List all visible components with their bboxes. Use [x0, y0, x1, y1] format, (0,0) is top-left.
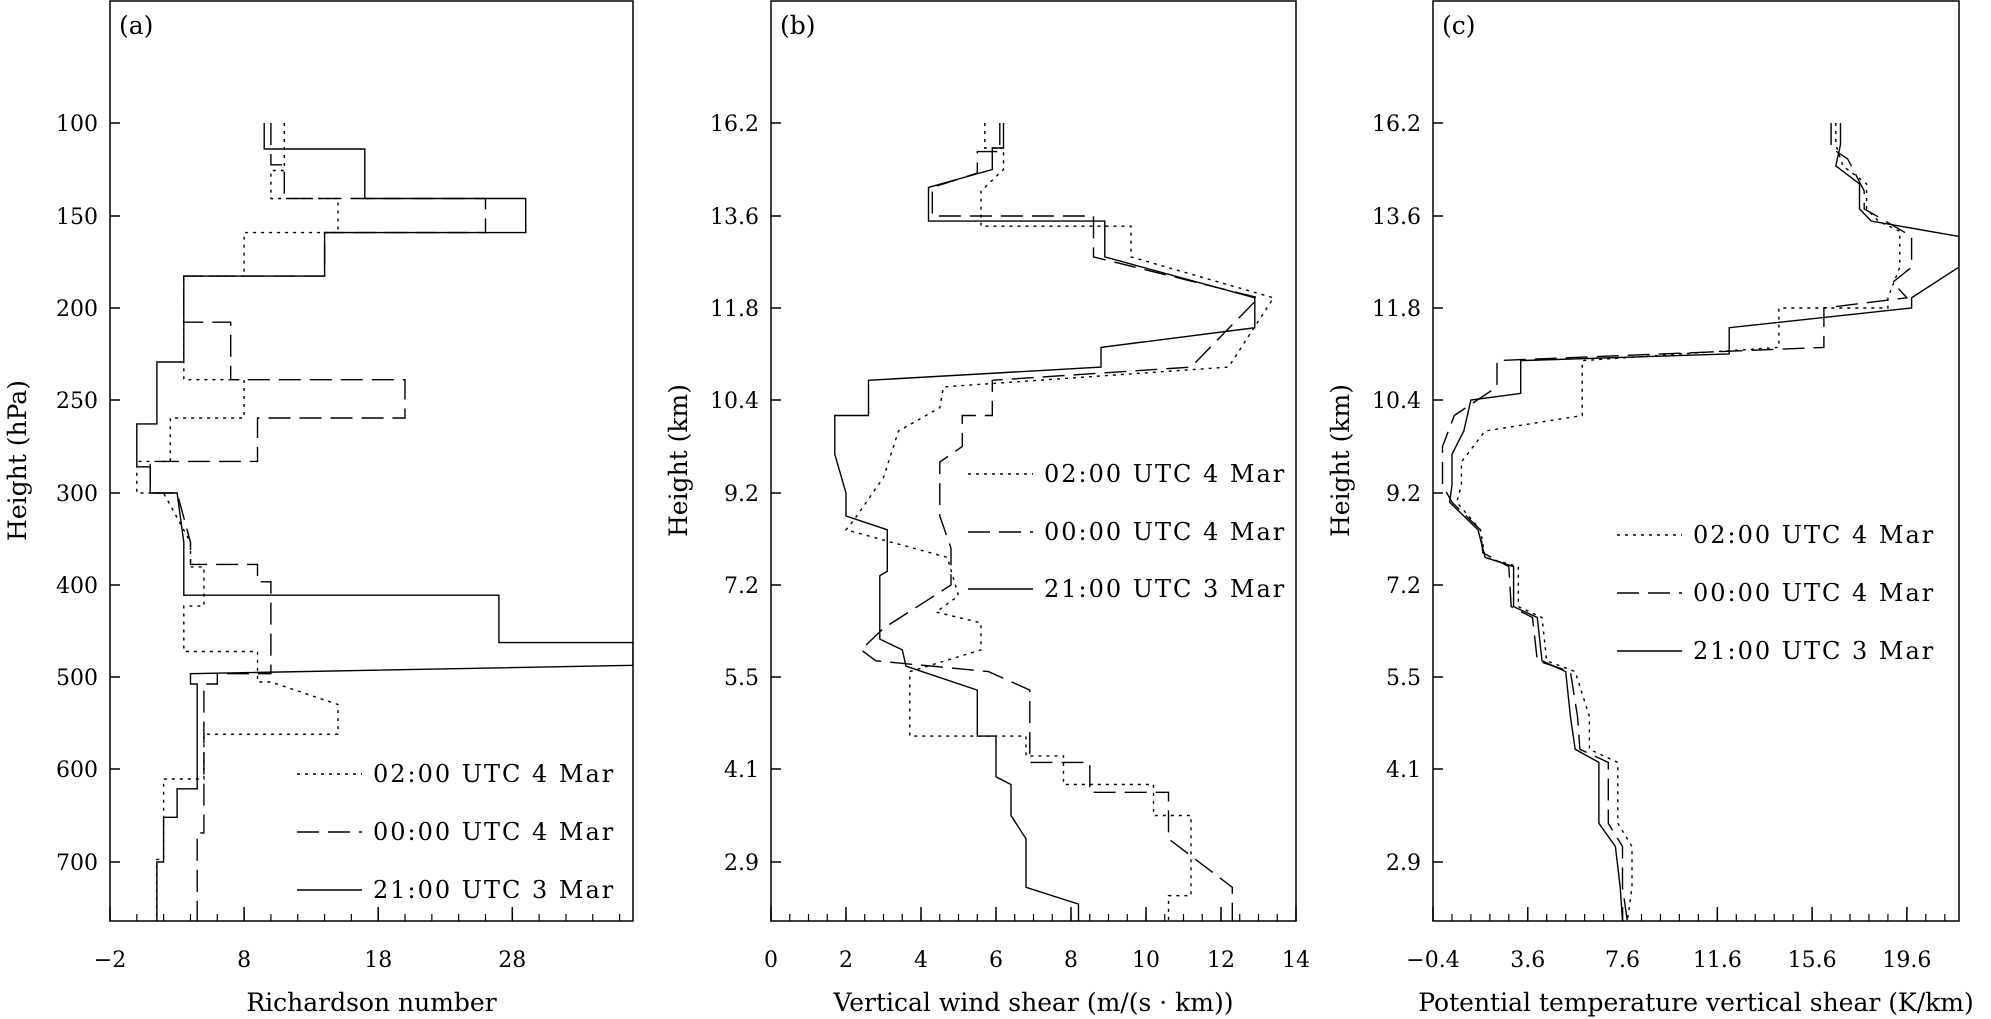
y-tick-label: 500 — [56, 666, 98, 691]
y-tick-label: 16.2 — [710, 112, 759, 137]
legend-label: 02:00 UTC 4 Mar — [373, 760, 615, 788]
x-tick-label: −2 — [94, 948, 126, 973]
panel-c-potential-temperature-shear: 16.2 13.6 11.8 10.4 9.2 7.2 5.5 4.1 2.9 −0.4 3.6 7.… — [1326, 0, 1974, 1017]
x-tick-label: 14 — [1282, 948, 1310, 973]
y-tick-label: 2.9 — [724, 851, 759, 876]
x-tick-label: 19.6 — [1882, 948, 1931, 973]
y-tick-label: 100 — [56, 112, 98, 137]
x-tick-label: 10 — [1132, 948, 1160, 973]
y-tick-label: 4.1 — [1386, 758, 1421, 783]
y-axis-title: Height (km) — [1326, 384, 1355, 537]
panel-label: (c) — [1442, 11, 1476, 40]
series-line-solid — [1448, 123, 1959, 921]
plot-frame — [1432, 0, 1960, 922]
y-tick-label: 7.2 — [1386, 574, 1421, 599]
legend-label: 02:00 UTC 4 Mar — [1044, 460, 1286, 488]
y-tick-label: 700 — [56, 851, 98, 876]
legend-label: 21:00 UTC 3 Mar — [1044, 575, 1286, 603]
series-line-dashed — [859, 123, 1260, 921]
panel-b-vertical-wind-shear: 16.2 13.6 11.8 10.4 9.2 7.2 5.5 4.1 2.9 0 2 4 6 8 10 12… — [664, 0, 1310, 1017]
legend-label: 21:00 UTC 3 Mar — [1693, 637, 1935, 665]
y-tick-label: 7.2 — [724, 574, 759, 599]
x-tick-label: −0.4 — [1406, 948, 1459, 973]
y-tick-label: 13.6 — [1372, 205, 1421, 230]
y-tick-label: 9.2 — [1386, 482, 1421, 507]
y-tick-label: 200 — [56, 297, 98, 322]
x-tick-label: 0 — [764, 948, 778, 973]
x-tick-label: 3.6 — [1510, 948, 1545, 973]
y-tick-label: 9.2 — [724, 482, 759, 507]
x-tick-label: 28 — [498, 948, 526, 973]
series-line-solid — [834, 123, 1256, 921]
x-axis-title: Richardson number — [246, 988, 496, 1017]
y-tick-label: 4.1 — [724, 758, 759, 783]
y-tick-label: 16.2 — [1372, 112, 1421, 137]
x-tick-label: 8 — [1064, 948, 1078, 973]
y-tick-label: 250 — [56, 389, 98, 414]
x-tick-label: 11.6 — [1693, 948, 1742, 973]
x-axis-title: Potential temperature vertical shear (K/… — [1418, 988, 1973, 1017]
series-line-dotted — [844, 123, 1275, 921]
x-axis-title: Vertical wind shear (m/(s · km)) — [832, 988, 1233, 1017]
plot-frame — [109, 0, 634, 922]
y-tick-label: 600 — [56, 758, 98, 783]
x-tick-label: 12 — [1207, 948, 1235, 973]
legend-label: 21:00 UTC 3 Mar — [373, 876, 615, 904]
x-tick-label: 2 — [839, 948, 853, 973]
x-tick-label: 7.6 — [1605, 948, 1640, 973]
y-tick-label: 11.8 — [1372, 297, 1421, 322]
y-axis-title: Height (km) — [664, 384, 693, 537]
y-tick-label: 13.6 — [710, 205, 759, 230]
panel-a-richardson-number: 100 150 200 250 300 400 500 600 700 −2 8 18 28 (a) Ric… — [3, 0, 634, 1017]
legend-label: 02:00 UTC 4 Mar — [1693, 521, 1935, 549]
y-tick-label: 150 — [56, 205, 98, 230]
x-tick-label: 8 — [237, 948, 251, 973]
y-tick-label: 10.4 — [710, 389, 759, 414]
x-tick-label: 18 — [364, 948, 392, 973]
y-axis-title: Height (hPa) — [3, 380, 32, 541]
legend-label: 00:00 UTC 4 Mar — [373, 818, 615, 846]
x-tick-label: 15.6 — [1788, 948, 1837, 973]
y-tick-label: 10.4 — [1372, 389, 1421, 414]
series-line-dashed — [149, 123, 487, 921]
y-tick-label: 400 — [56, 574, 98, 599]
panel-label: (a) — [119, 11, 153, 40]
y-tick-label: 5.5 — [724, 666, 759, 691]
panel-label: (b) — [780, 11, 816, 40]
legend-label: 00:00 UTC 4 Mar — [1044, 518, 1286, 546]
y-tick-label: 2.9 — [1386, 851, 1421, 876]
legend-label: 00:00 UTC 4 Mar — [1693, 579, 1935, 607]
series-line-solid — [136, 123, 633, 921]
y-tick-label: 5.5 — [1386, 666, 1421, 691]
x-tick-label: 6 — [989, 948, 1003, 973]
x-tick-label: 4 — [914, 948, 928, 973]
series-line-dotted — [136, 123, 339, 921]
y-tick-label: 300 — [56, 482, 98, 507]
y-tick-label: 11.8 — [710, 297, 759, 322]
